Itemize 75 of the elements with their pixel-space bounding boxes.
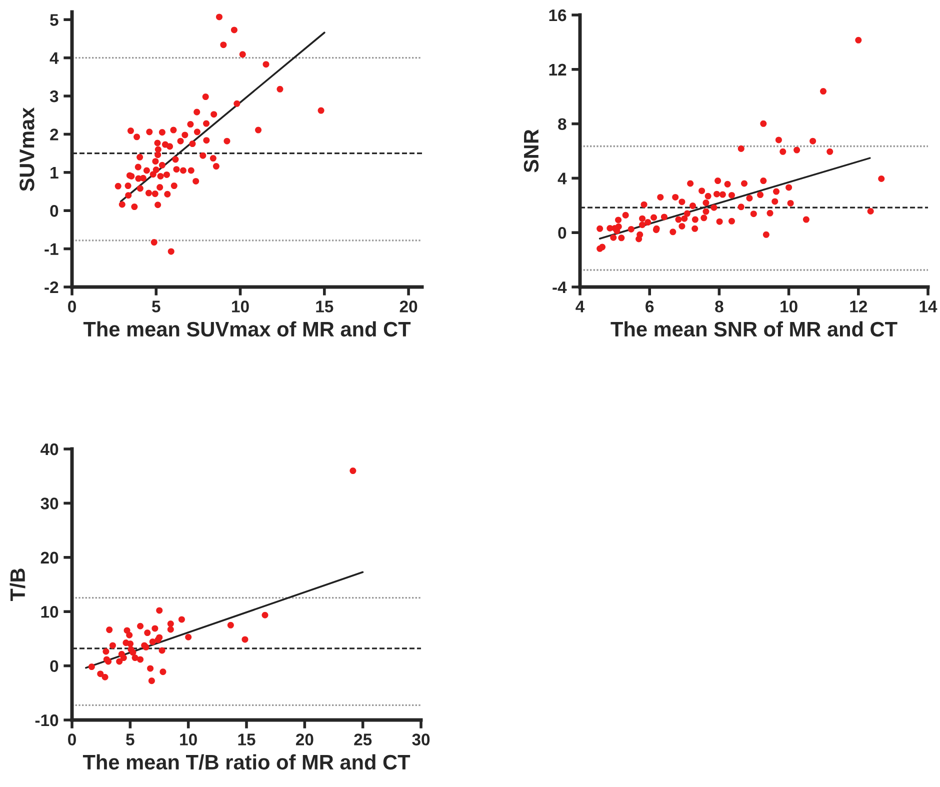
x-tick-label: 5 (152, 300, 160, 312)
point (185, 634, 192, 640)
y-axis-title: SNR (524, 129, 539, 172)
point (227, 622, 234, 628)
y-tick-label: 1 (50, 166, 58, 178)
point (130, 649, 136, 656)
x-tick-label: 0 (68, 300, 76, 312)
y-tick-label: 40 (40, 443, 58, 456)
x-axis-title: The mean SUVmax of MR and CT (83, 321, 411, 337)
point (106, 626, 113, 634)
point (120, 654, 127, 662)
point (152, 625, 158, 632)
y-tick-label: 16 (549, 9, 566, 22)
y-tick-label: -4 (552, 282, 567, 294)
point (154, 636, 162, 644)
point (158, 647, 166, 654)
y-tick-label: -1 (44, 243, 58, 255)
point (160, 668, 166, 676)
point (144, 630, 151, 636)
y-tick-label: 3 (50, 90, 58, 102)
point (148, 678, 155, 684)
point (147, 665, 154, 672)
point (167, 620, 174, 628)
x-tick-label: 10 (232, 300, 249, 312)
point (116, 658, 123, 665)
point (167, 626, 174, 633)
x-tick-label: 12 (850, 300, 868, 312)
point (132, 654, 138, 662)
y-tick-label: 2 (50, 128, 58, 140)
y-tick-label: 0 (50, 660, 58, 672)
x-tick-label: 20 (400, 300, 418, 312)
x-tick-label: 0 (68, 734, 76, 746)
point (137, 656, 144, 663)
point (109, 642, 116, 649)
y-tick-label: 20 (40, 552, 58, 564)
y-tick-label: 30 (40, 498, 58, 510)
point (242, 636, 248, 643)
y-tick-label: 5 (50, 14, 58, 26)
y-axis-title: SUVmax (20, 107, 34, 192)
x-tick-label: 10 (780, 300, 798, 312)
y-tick-label: 8 (558, 118, 566, 130)
point (178, 616, 185, 623)
x-tick-label: 20 (296, 734, 314, 746)
y-tick-label: 12 (549, 64, 566, 76)
x-tick-label: 6 (646, 300, 654, 312)
point (262, 612, 268, 618)
point (127, 640, 134, 648)
point (149, 638, 156, 646)
x-tick-label: 8 (715, 300, 724, 312)
x-tick-label: 30 (412, 734, 430, 746)
point (102, 674, 108, 680)
x-tick-label: 5 (126, 734, 134, 746)
y-tick-label: 4 (558, 172, 567, 184)
y-tick-label: -10 (35, 714, 58, 726)
point (102, 648, 110, 655)
x-tick-label: 10 (180, 734, 197, 746)
x-tick-label: 14 (920, 300, 938, 312)
y-tick-label: 0 (558, 227, 566, 239)
point (137, 622, 144, 630)
point (350, 468, 356, 474)
point (88, 664, 95, 670)
y-tick-label: -2 (44, 281, 58, 294)
x-axis-title: The mean T/B ratio of MR and CT (82, 754, 410, 770)
y-tick-label: 4 (50, 52, 59, 64)
point (97, 670, 104, 678)
x-tick-label: 15 (238, 734, 256, 746)
point (126, 632, 133, 638)
x-tick-label: 15 (316, 300, 334, 312)
y-tick-label: 0 (50, 205, 58, 217)
y-tick-label: 10 (41, 606, 58, 618)
x-axis-title: The mean SNR of MR and CT (610, 321, 898, 337)
y-axis-title: T/B (10, 568, 26, 602)
x-tick-label: 25 (354, 734, 372, 746)
x-tick-label: 4 (576, 300, 585, 312)
point (156, 607, 163, 614)
